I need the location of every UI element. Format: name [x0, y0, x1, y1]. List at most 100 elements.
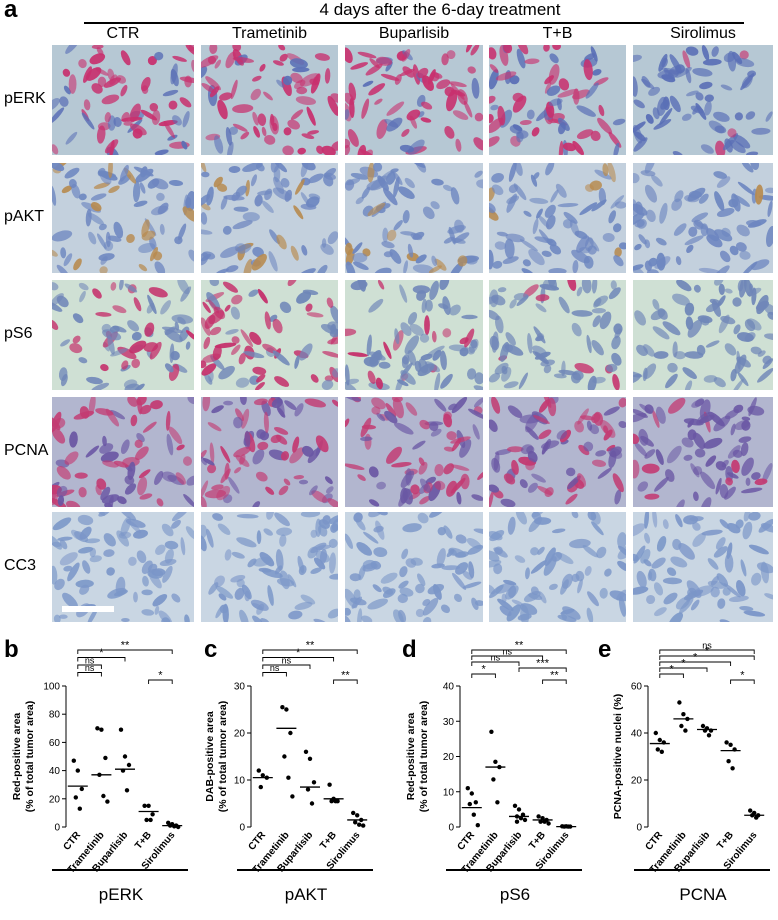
significance-label: **	[515, 640, 524, 652]
significance-label: *	[296, 647, 301, 659]
data-point	[126, 762, 132, 768]
micrograph-ps6-3	[489, 280, 626, 390]
x-tick-label: CTR	[61, 829, 83, 852]
panel-letter-d: d	[402, 636, 417, 663]
data-point	[700, 723, 706, 729]
data-point	[361, 823, 366, 828]
x-tick-label: T+B	[527, 830, 548, 852]
significance-label: ns	[502, 647, 512, 657]
significance-label: *	[158, 670, 163, 682]
x-tick-label: CTR	[455, 829, 477, 852]
significance-label: **	[121, 640, 130, 652]
panel-letter-b: b	[4, 636, 19, 663]
data-point	[659, 749, 664, 754]
y-axis-label-line2: (% of total tumor area)	[217, 701, 229, 812]
significance-bracket	[471, 649, 567, 654]
significance-label: *	[669, 664, 674, 676]
data-point	[101, 793, 106, 799]
data-point	[495, 800, 500, 805]
data-point	[748, 808, 753, 813]
data-point	[469, 791, 474, 796]
data-point	[357, 822, 362, 827]
data-point	[683, 728, 688, 733]
chart-c: c 0 10 20 30 DAB-positive area (% of total tum…	[204, 636, 373, 904]
data-point	[146, 803, 151, 808]
data-point	[475, 823, 480, 828]
significance-bracket	[77, 664, 102, 669]
significance-bracket	[333, 679, 358, 684]
significance-bracket	[659, 673, 684, 678]
figure-title: 4 days after the 6-day treatment	[319, 0, 561, 19]
data-point	[284, 707, 289, 712]
data-point	[681, 712, 686, 717]
data-point	[329, 799, 334, 804]
micrograph-perk-4	[633, 45, 773, 155]
x-tick-label: T+B	[133, 830, 154, 852]
data-point	[465, 786, 470, 791]
significance-bracket	[659, 667, 708, 672]
data-point	[144, 817, 149, 823]
micrograph-pcna-4	[633, 397, 773, 507]
y-axis-label-line1: DAB-positive area	[204, 711, 216, 802]
y-axis-label-line1: Red-positive area	[405, 713, 417, 801]
significance-label: ns	[282, 656, 292, 666]
y-tick-label: 0	[636, 823, 642, 834]
data-point	[514, 819, 520, 824]
row-label-3: PCNA	[4, 442, 49, 459]
data-point	[122, 754, 128, 759]
significance-bracket	[77, 672, 102, 677]
data-point	[327, 782, 332, 787]
y-tick-label: 10	[443, 787, 455, 798]
data-point	[728, 742, 733, 747]
data-point	[536, 814, 541, 819]
column-header-2: Buparlisib	[378, 25, 450, 42]
y-axis-label-line1: Red-positive area	[11, 713, 23, 801]
y-tick-label: 20	[443, 752, 455, 763]
data-point	[282, 754, 287, 759]
data-point	[516, 807, 522, 812]
micrograph-cc3-0	[52, 512, 194, 622]
data-point	[657, 737, 662, 743]
data-point	[333, 799, 338, 804]
micrograph-pakt-0	[52, 163, 194, 273]
data-point	[150, 812, 155, 817]
marker-label: pERK	[99, 885, 144, 904]
data-point	[355, 813, 360, 818]
data-point	[311, 780, 317, 785]
y-axis-label-line2: (% of total tumor area)	[24, 701, 36, 812]
y-tick-label: 40	[631, 729, 643, 740]
y-tick-label: 0	[54, 823, 60, 834]
y-tick-label: 80	[49, 710, 61, 721]
micrograph-pakt-2	[345, 163, 483, 273]
significance-label: ns	[85, 663, 95, 673]
data-point	[280, 705, 285, 710]
chart-d: d 0 10 20 30 40 Red-positive area (% of total t…	[402, 636, 582, 904]
significance-label: *	[99, 647, 104, 659]
data-point	[286, 775, 291, 780]
data-point	[538, 819, 543, 824]
data-point	[546, 821, 551, 826]
y-axis-label: PCNA-positive nuclei (%)	[612, 694, 624, 819]
column-header-4: Sirolimus	[670, 25, 736, 42]
significance-bracket	[262, 672, 287, 677]
significance-label: *	[693, 652, 698, 664]
significance-bracket	[77, 657, 126, 662]
panel-letter-e: e	[598, 636, 611, 663]
data-point	[473, 800, 478, 805]
significance-bracket	[518, 667, 567, 672]
y-tick-label: 20	[49, 794, 61, 805]
significance-bracket	[148, 679, 173, 684]
row-label-1: pAKT	[4, 208, 45, 225]
micrograph-ps6-4	[633, 280, 773, 390]
x-tick-label: T+B	[715, 830, 736, 852]
micrograph-pakt-4	[633, 163, 773, 273]
column-header-0: CTR	[106, 25, 140, 42]
significance-label: *	[740, 670, 745, 682]
data-point	[303, 749, 309, 754]
significance-bracket	[542, 679, 567, 684]
significance-bracket	[659, 649, 755, 654]
data-point	[655, 747, 660, 752]
data-point	[679, 723, 684, 729]
micrograph-perk-3	[489, 45, 626, 155]
